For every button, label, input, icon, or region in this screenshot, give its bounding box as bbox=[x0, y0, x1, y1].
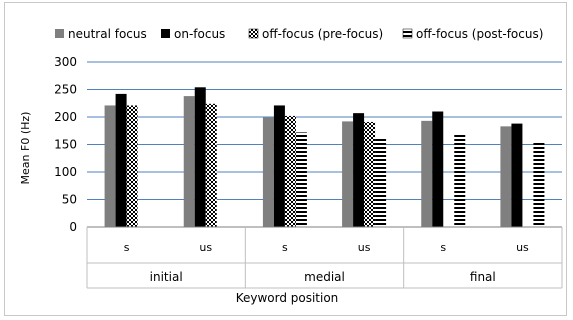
legend-label: neutral focus bbox=[68, 27, 147, 41]
group-label: final bbox=[470, 270, 496, 284]
bar bbox=[284, 115, 296, 227]
bar bbox=[295, 132, 307, 227]
legend-label: off-focus (post-focus) bbox=[416, 27, 543, 41]
bar bbox=[364, 121, 376, 227]
legend-label: off-focus (pre-focus) bbox=[262, 27, 383, 41]
bar bbox=[353, 113, 365, 227]
legend-label: on-focus bbox=[174, 27, 225, 41]
y-axis-label: Mean F0 (Hz) bbox=[19, 112, 32, 185]
legend-swatch bbox=[248, 28, 259, 39]
bar bbox=[104, 105, 116, 227]
bar bbox=[115, 93, 127, 228]
y-tick-label: 250 bbox=[54, 83, 77, 97]
x-axis-label: Keyword position bbox=[236, 291, 339, 305]
bar bbox=[533, 141, 545, 227]
bar-chart: neutral focus on-focus off-focus (pre-focu… bbox=[19, 27, 563, 305]
x-tick-label: us bbox=[199, 241, 212, 254]
group-label: initial bbox=[150, 270, 183, 284]
bar bbox=[500, 126, 512, 227]
bar bbox=[205, 103, 217, 227]
legend-swatch bbox=[402, 28, 413, 39]
y-tick-label: 150 bbox=[54, 138, 77, 152]
y-tick-label: 50 bbox=[62, 193, 77, 207]
bar bbox=[194, 87, 206, 227]
group-label: medial bbox=[304, 270, 345, 284]
x-tick-label: us bbox=[516, 241, 529, 254]
bars bbox=[104, 87, 545, 228]
y-tick-label: 300 bbox=[54, 55, 77, 69]
bar bbox=[454, 134, 466, 227]
bar bbox=[375, 137, 387, 227]
bar bbox=[342, 121, 354, 227]
bar bbox=[126, 105, 138, 227]
bar bbox=[273, 105, 285, 227]
axes: 0 50 100 150 200 250 300 initial medial final s us s… bbox=[54, 55, 563, 289]
bar bbox=[183, 96, 195, 227]
gridlines bbox=[87, 61, 562, 200]
bar bbox=[511, 123, 523, 227]
x-tick-label: s bbox=[124, 241, 130, 254]
legend-swatch bbox=[55, 29, 64, 38]
bar bbox=[421, 120, 433, 227]
x-tick-label: s bbox=[440, 241, 446, 254]
y-tick-label: 0 bbox=[69, 220, 77, 234]
y-tick-label: 200 bbox=[54, 110, 77, 124]
bar bbox=[262, 117, 274, 227]
bar bbox=[432, 111, 444, 227]
x-tick-label: us bbox=[358, 241, 371, 254]
legend-swatch bbox=[161, 29, 170, 38]
chart-frame: neutral focus on-focus off-focus (pre-focu… bbox=[4, 2, 567, 316]
legend: neutral focus on-focus off-focus (pre-focu… bbox=[55, 27, 543, 41]
y-tick-label: 100 bbox=[54, 165, 77, 179]
x-tick-label: s bbox=[282, 241, 288, 254]
